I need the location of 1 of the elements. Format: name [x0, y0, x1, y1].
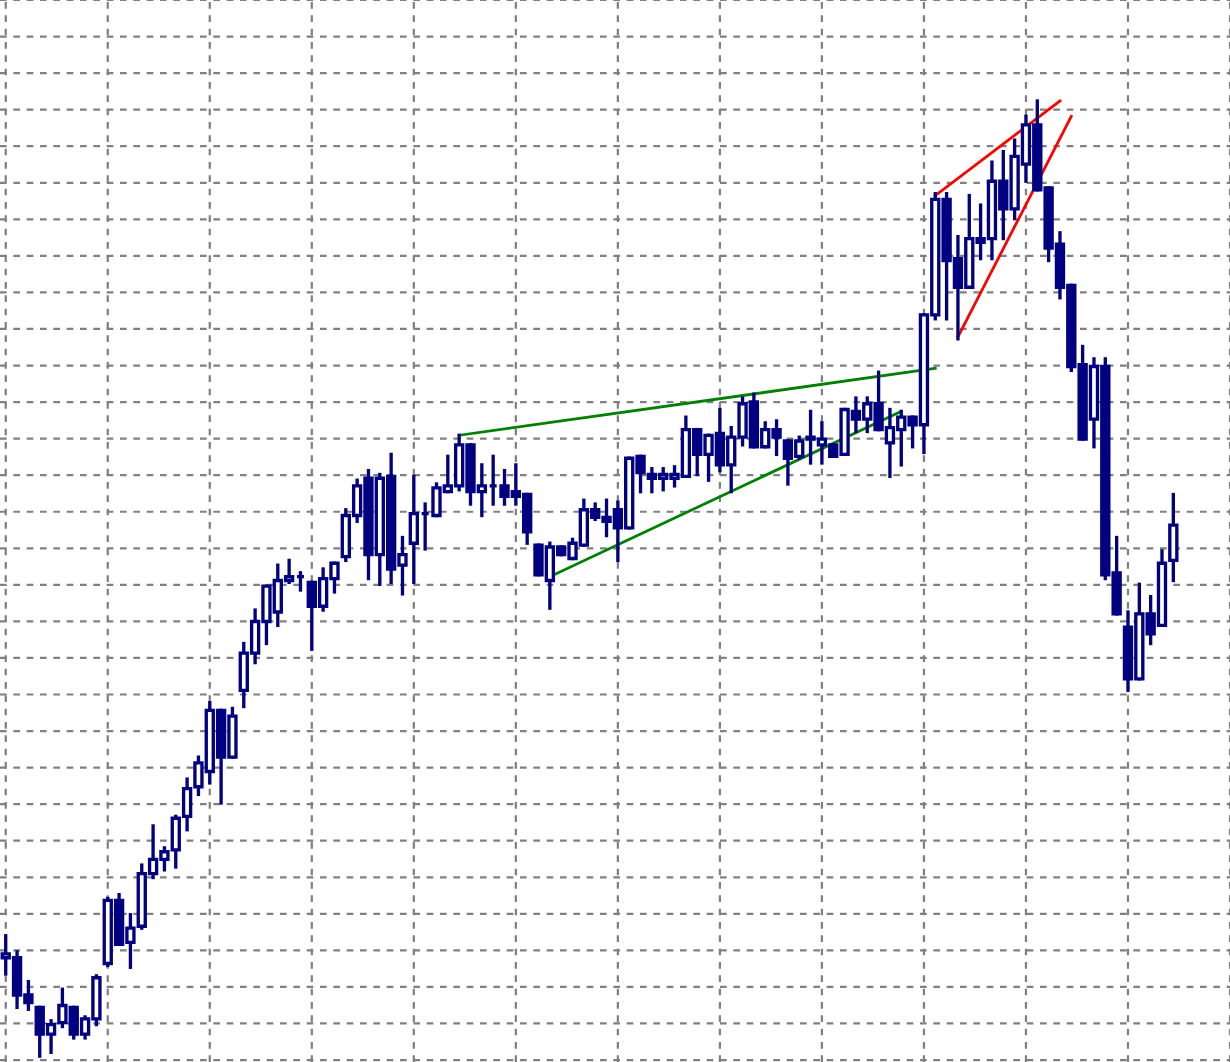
- candlestick: [1168, 492, 1179, 583]
